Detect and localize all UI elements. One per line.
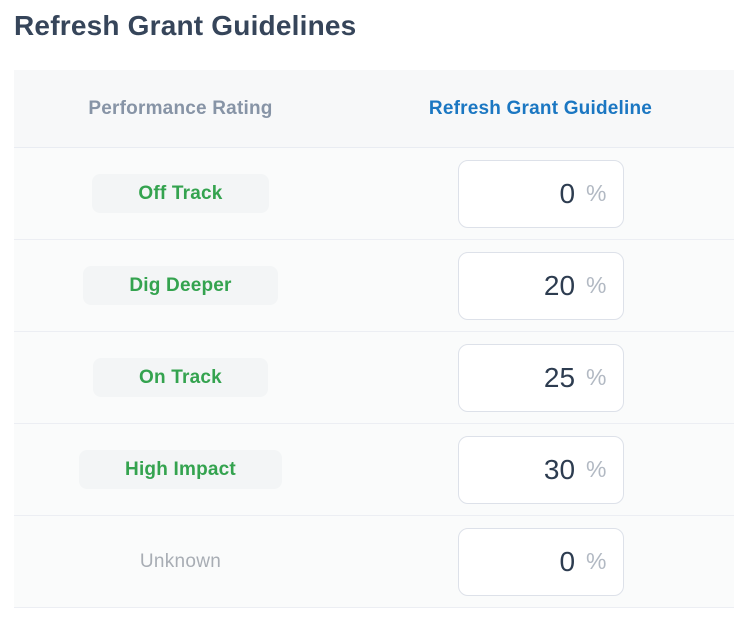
table-row-on-track: On Track %: [14, 332, 734, 424]
guideline-percent-input-off-track[interactable]: [479, 177, 576, 210]
guideline-input-box[interactable]: %: [457, 343, 624, 412]
guideline-percent-input-high-impact[interactable]: [479, 453, 576, 486]
rating-cell: Dig Deeper: [14, 266, 347, 305]
rating-badge-on-track: On Track: [93, 358, 268, 397]
rating-badge-off-track: Off Track: [92, 174, 269, 213]
column-header-performance-rating: Performance Rating: [88, 97, 273, 119]
table-row-dig-deeper: Dig Deeper %: [14, 240, 734, 332]
guideline-input-box[interactable]: %: [457, 159, 624, 228]
guideline-input-box[interactable]: %: [457, 527, 624, 596]
guideline-cell: %: [347, 435, 734, 504]
guideline-percent-input-on-track[interactable]: [479, 361, 576, 394]
guideline-percent-input-unknown[interactable]: [479, 545, 576, 578]
guideline-input-box[interactable]: %: [457, 251, 624, 320]
percent-sign: %: [586, 272, 607, 298]
rating-label-unknown: Unknown: [139, 550, 222, 572]
rating-cell: High Impact: [14, 450, 347, 489]
table-row-unknown: Unknown %: [14, 516, 734, 608]
table-header-row: Performance Rating Refresh Grant Guideli…: [14, 70, 734, 148]
guideline-cell: %: [347, 251, 734, 320]
rating-badge-high-impact: High Impact: [79, 450, 282, 489]
guideline-input-box[interactable]: %: [457, 435, 624, 504]
rating-cell: Off Track: [14, 174, 347, 213]
percent-sign: %: [586, 180, 607, 206]
rating-cell: On Track: [14, 358, 347, 397]
rating-badge-dig-deeper: Dig Deeper: [83, 266, 278, 305]
percent-sign: %: [586, 364, 607, 390]
page-title: Refresh Grant Guidelines: [14, 10, 357, 41]
guideline-cell: %: [347, 527, 734, 596]
column-header-refresh-grant-guideline: Refresh Grant Guideline: [428, 97, 653, 119]
guideline-percent-input-dig-deeper[interactable]: [479, 269, 576, 302]
table-row-high-impact: High Impact %: [14, 424, 734, 516]
percent-sign: %: [586, 456, 607, 482]
percent-sign: %: [586, 548, 607, 574]
guideline-cell: %: [347, 343, 734, 412]
refresh-grant-guidelines-table: Performance Rating Refresh Grant Guideli…: [14, 70, 734, 608]
page: Refresh Grant Guidelines Performance Rat…: [14, 10, 734, 608]
table-row-off-track: Off Track %: [14, 148, 734, 240]
rating-cell: Unknown: [14, 551, 347, 573]
guideline-cell: %: [347, 159, 734, 228]
